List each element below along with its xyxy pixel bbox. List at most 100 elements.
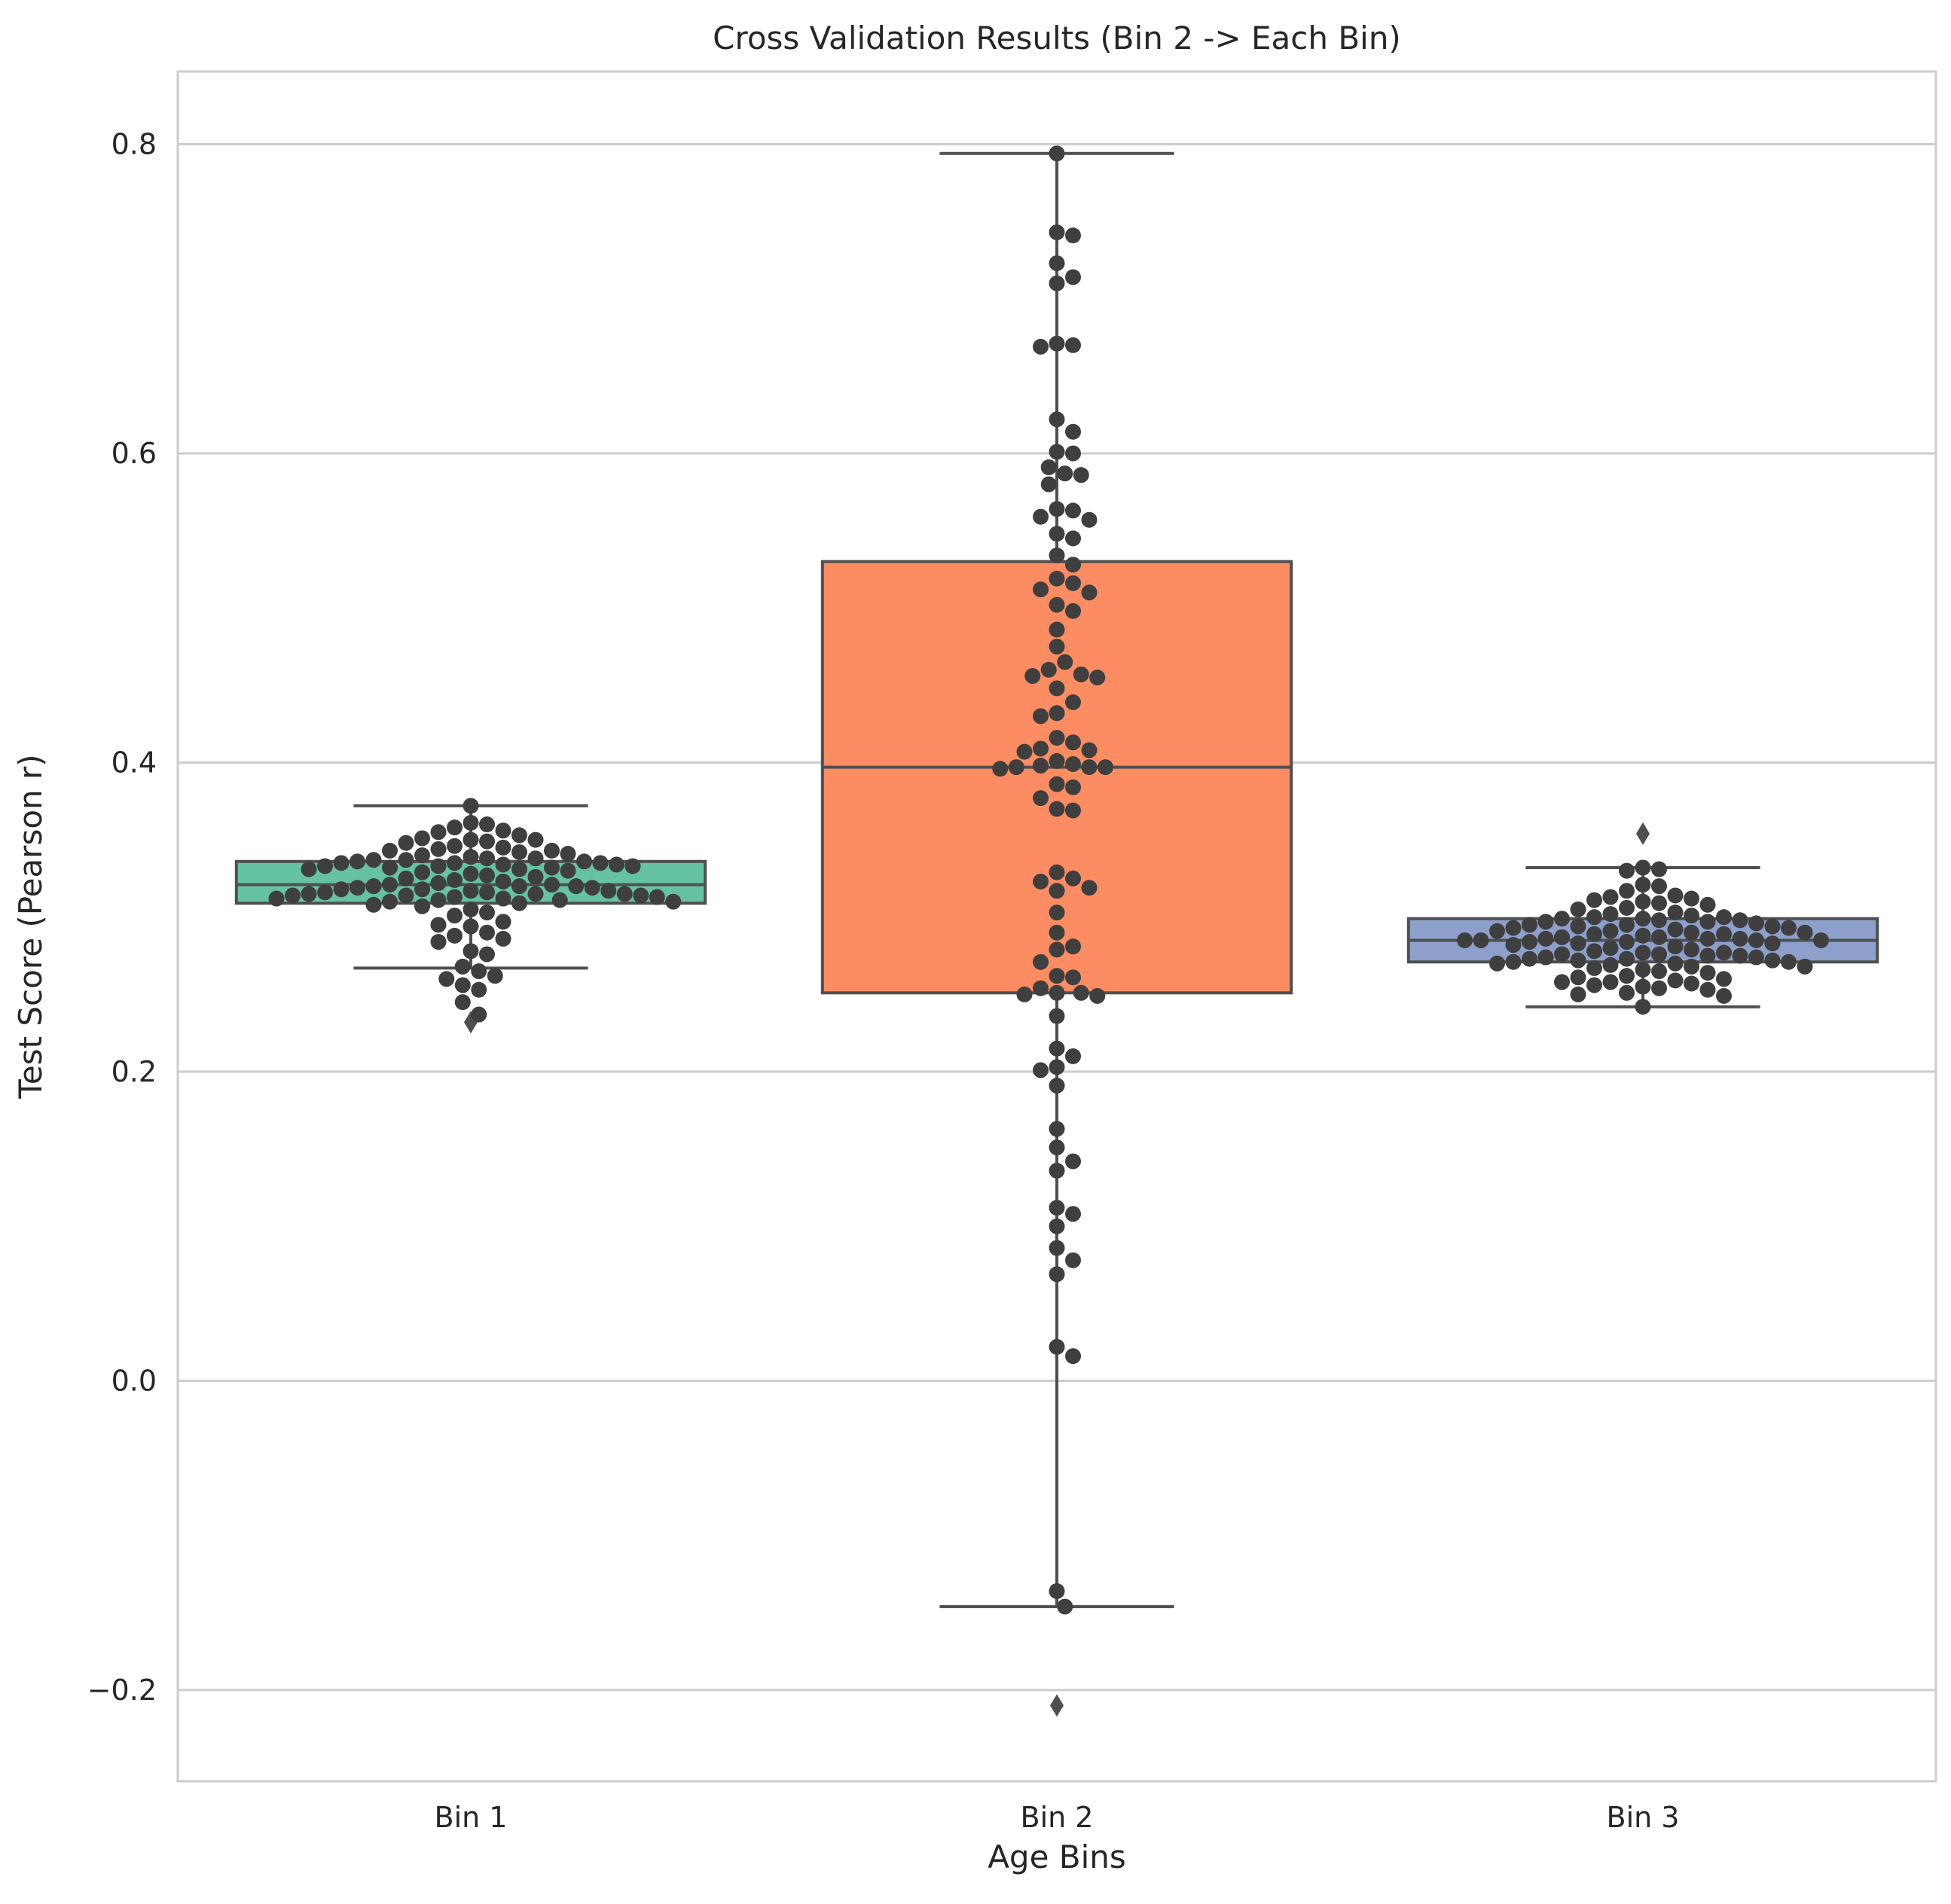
- data-point: [1602, 974, 1619, 990]
- data-point: [1586, 977, 1602, 993]
- data-point: [463, 918, 479, 935]
- data-point: [1049, 864, 1065, 880]
- data-point: [1081, 742, 1098, 758]
- data-point: [1049, 905, 1065, 921]
- data-point: [1667, 887, 1684, 904]
- data-point: [414, 864, 430, 880]
- data-point: [1602, 923, 1619, 939]
- x-tick-label: Bin 3: [1607, 1801, 1680, 1834]
- data-point: [1667, 905, 1684, 921]
- data-point: [511, 861, 527, 877]
- data-point: [1537, 930, 1554, 947]
- data-point: [665, 893, 682, 910]
- data-point: [1081, 880, 1098, 896]
- data-point: [1602, 889, 1619, 905]
- data-point: [1651, 980, 1667, 996]
- data-point: [1049, 883, 1065, 899]
- data-point: [544, 859, 560, 876]
- data-point: [1781, 954, 1797, 970]
- data-point: [333, 855, 350, 871]
- data-point: [447, 871, 463, 888]
- data-point: [1586, 960, 1602, 976]
- data-point: [463, 849, 479, 865]
- data-point: [527, 886, 544, 902]
- plot-area-frame: [176, 70, 1937, 1783]
- data-point: [447, 927, 463, 944]
- data-point: [616, 886, 633, 902]
- data-point: [463, 865, 479, 882]
- data-point: [1033, 1062, 1049, 1079]
- data-point: [1065, 1048, 1081, 1064]
- data-point: [1065, 969, 1081, 986]
- data-point: [1065, 734, 1081, 751]
- data-point: [495, 930, 511, 947]
- data-point: [576, 853, 592, 870]
- data-point: [1065, 694, 1081, 710]
- data-point: [463, 883, 479, 899]
- data-point: [992, 761, 1009, 777]
- data-point: [479, 867, 495, 883]
- x-tick-label: Bin 1: [435, 1801, 508, 1834]
- data-point: [1457, 932, 1473, 948]
- data-point: [1522, 950, 1537, 967]
- data-point: [487, 968, 503, 984]
- data-point: [1049, 776, 1065, 792]
- data-point: [1651, 895, 1667, 911]
- data-point: [633, 887, 649, 904]
- y-tick-label: 0.6: [111, 437, 157, 470]
- data-point: [1033, 740, 1049, 757]
- data-point: [1684, 975, 1699, 992]
- data-point: [1049, 680, 1065, 697]
- data-point: [1619, 917, 1635, 933]
- data-point: [1473, 932, 1489, 948]
- data-point: [1049, 984, 1065, 1001]
- data-point: [495, 914, 511, 930]
- data-point: [398, 887, 414, 904]
- data-point: [1040, 459, 1057, 475]
- data-point: [1089, 670, 1106, 686]
- data-point: [1049, 597, 1065, 613]
- data-point: [560, 846, 576, 862]
- data-point: [285, 887, 301, 904]
- data-point: [1049, 1338, 1065, 1355]
- data-point: [1065, 445, 1081, 462]
- data-point: [1049, 526, 1065, 542]
- data-point: [1049, 547, 1065, 563]
- data-point: [1651, 946, 1667, 963]
- data-point: [454, 958, 471, 975]
- data-point: [430, 875, 447, 892]
- data-point: [1684, 890, 1699, 907]
- data-point: [1049, 639, 1065, 655]
- data-point: [568, 878, 585, 895]
- y-tick-label: 0.8: [111, 127, 157, 160]
- data-point: [430, 892, 447, 908]
- data-point: [1732, 930, 1748, 947]
- data-point: [1065, 269, 1081, 285]
- data-point: [1667, 972, 1684, 989]
- data-point: [398, 835, 414, 851]
- data-point: [1716, 926, 1732, 942]
- data-point: [1049, 1077, 1065, 1094]
- data-point: [1684, 941, 1699, 958]
- data-point: [592, 855, 609, 871]
- data-point: [551, 892, 568, 908]
- data-point: [1554, 974, 1570, 990]
- data-point: [471, 981, 487, 998]
- data-point: [511, 827, 527, 844]
- data-point: [479, 946, 495, 963]
- data-point: [479, 924, 495, 941]
- data-point: [430, 917, 447, 933]
- data-point: [1554, 946, 1570, 963]
- data-point: [1049, 924, 1065, 941]
- data-point: [1049, 255, 1065, 272]
- data-point: [1040, 476, 1057, 493]
- data-point: [1065, 802, 1081, 819]
- data-point: [1081, 759, 1098, 776]
- data-point: [1065, 530, 1081, 547]
- data-point: [1065, 870, 1081, 886]
- data-point: [1505, 937, 1522, 954]
- data-point: [1635, 944, 1651, 961]
- data-point: [317, 858, 333, 874]
